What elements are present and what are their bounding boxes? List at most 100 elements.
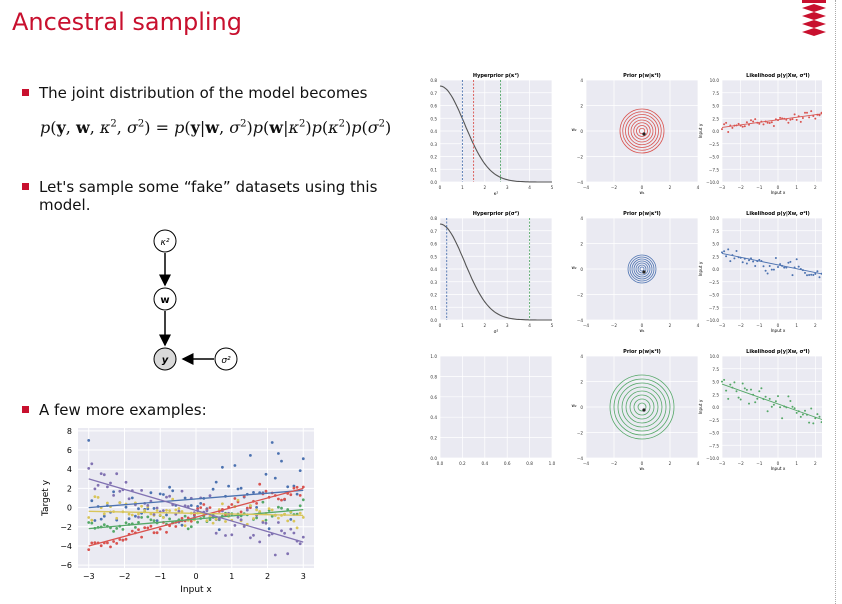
data-point-gold xyxy=(158,513,162,517)
likelihood-red-data-point xyxy=(791,118,794,121)
y-tick-label: 4 xyxy=(67,465,72,474)
data-point-gold xyxy=(236,498,240,502)
data-point-blue xyxy=(134,514,137,518)
likelihood-y-tick: 0.0 xyxy=(712,267,719,272)
data-point-blue xyxy=(301,457,305,461)
prior-x-tick: −4 xyxy=(583,323,590,328)
hyperprior-y-tick: 0.8 xyxy=(430,216,437,221)
likelihood-red-data-point xyxy=(762,123,765,126)
data-point-blue xyxy=(155,519,159,522)
data-point-red xyxy=(118,538,122,541)
data-point-red xyxy=(239,510,243,514)
slide-title: Ancestral sampling xyxy=(12,8,242,36)
prior-x-tick: 4 xyxy=(697,323,700,328)
data-point-blue xyxy=(280,459,283,463)
likelihood-blue-data-point xyxy=(787,261,790,264)
data-point-purple xyxy=(264,521,268,525)
data-point-gold xyxy=(214,517,218,521)
data-point-red xyxy=(115,542,119,545)
y-tick-label: 8 xyxy=(67,427,72,436)
hyperprior-x-tick: 2 xyxy=(483,185,486,190)
likelihood-red-data-point xyxy=(806,111,808,114)
data-point-red xyxy=(93,541,97,545)
data-point-gold xyxy=(224,520,227,523)
data-point-red xyxy=(112,540,115,543)
prior-y-tick: 0 xyxy=(580,267,583,272)
empty-panel-y-tick: 0.2 xyxy=(430,436,437,441)
likelihood-y-label: Input y xyxy=(698,123,703,138)
likelihood-green-data-point xyxy=(737,396,740,399)
likelihood-blue-data-point xyxy=(789,260,792,263)
data-point-purple xyxy=(106,485,109,489)
data-point-blue xyxy=(211,487,215,491)
likelihood-y-tick: 0.0 xyxy=(712,129,719,134)
data-point-green xyxy=(196,520,200,524)
data-point-red xyxy=(143,526,147,530)
data-point-green xyxy=(146,515,150,519)
data-point-gold xyxy=(93,495,97,498)
prior-red-contour xyxy=(619,108,665,154)
data-point-red xyxy=(149,524,153,528)
likelihood-red-data-point xyxy=(750,119,752,122)
data-point-gold xyxy=(255,508,258,512)
data-point-blue xyxy=(267,527,271,531)
prior-y-tick: −2 xyxy=(577,431,584,436)
likelihood-green-data-point xyxy=(735,390,738,393)
data-point-purple xyxy=(273,553,277,557)
data-point-red xyxy=(152,531,156,535)
data-point-gold xyxy=(165,508,168,512)
likelihood-y-tick: 10.0 xyxy=(710,78,720,83)
data-point-blue xyxy=(171,489,175,493)
empty-panel-y-tick: 0.8 xyxy=(430,374,437,379)
data-point-red xyxy=(202,503,206,506)
data-point-purple xyxy=(245,508,249,512)
data-point-green xyxy=(208,518,212,521)
data-point-red xyxy=(109,545,112,549)
data-point-blue xyxy=(93,519,97,522)
data-point-purple xyxy=(96,483,100,487)
data-point-green xyxy=(286,508,290,511)
likelihood-x-tick: −1 xyxy=(756,185,763,190)
likelihood-blue-data-point xyxy=(772,268,775,271)
prior-green-contour xyxy=(617,382,667,432)
data-point-red xyxy=(87,548,91,551)
likelihood-blue-data-point xyxy=(814,272,817,275)
data-point-purple xyxy=(115,472,119,476)
likelihood-green-data-point xyxy=(795,411,798,414)
data-point-gold xyxy=(301,516,305,519)
prior-green-contour xyxy=(613,378,671,436)
hyperprior-x-tick: 5 xyxy=(551,323,554,328)
likelihood-red-data-point xyxy=(723,123,726,126)
data-point-blue xyxy=(227,484,231,488)
data-point-blue xyxy=(102,514,106,518)
examples-scatter-chart: −3 −2 −1 0 1 2 3 −6 −4 −2 0 2 4 6 8 Input x Target y xyxy=(41,427,314,595)
likelihood-blue-data-point xyxy=(783,266,786,269)
likelihood-green-data-point xyxy=(725,389,728,392)
data-point-green xyxy=(280,506,283,510)
data-point-red xyxy=(277,497,280,501)
data-point-gold xyxy=(96,496,100,499)
hyperprior-y-tick: 0.2 xyxy=(430,155,437,160)
data-point-purple xyxy=(137,515,140,519)
likelihood-y-tick: −5.0 xyxy=(709,431,720,436)
data-point-gold xyxy=(168,509,172,512)
prior-x-tick: −2 xyxy=(611,185,618,190)
x-tick-label: −2 xyxy=(119,572,131,581)
likelihood-red-data-point xyxy=(808,116,811,119)
hyperprior-sigma-title: Hyperprior p(σ²) xyxy=(473,211,520,217)
data-point-red xyxy=(295,485,299,489)
node-kappa-label: κ² xyxy=(161,238,170,248)
data-point-purple xyxy=(177,509,181,513)
prior-red-contour xyxy=(633,122,651,140)
likelihood-green-data-point xyxy=(758,390,761,393)
x-tick-label: 1 xyxy=(229,572,234,581)
bullet-marker xyxy=(22,183,29,190)
data-point-purple xyxy=(217,517,221,521)
likelihood-blue-data-point xyxy=(768,265,771,267)
data-point-blue xyxy=(221,465,224,469)
hyperprior-y-tick: 0.7 xyxy=(430,229,437,234)
prior-x-label: w₁ xyxy=(639,328,644,333)
likelihood-blue-data-point xyxy=(733,257,736,260)
data-point-purple xyxy=(127,497,131,501)
data-point-purple xyxy=(124,480,128,484)
